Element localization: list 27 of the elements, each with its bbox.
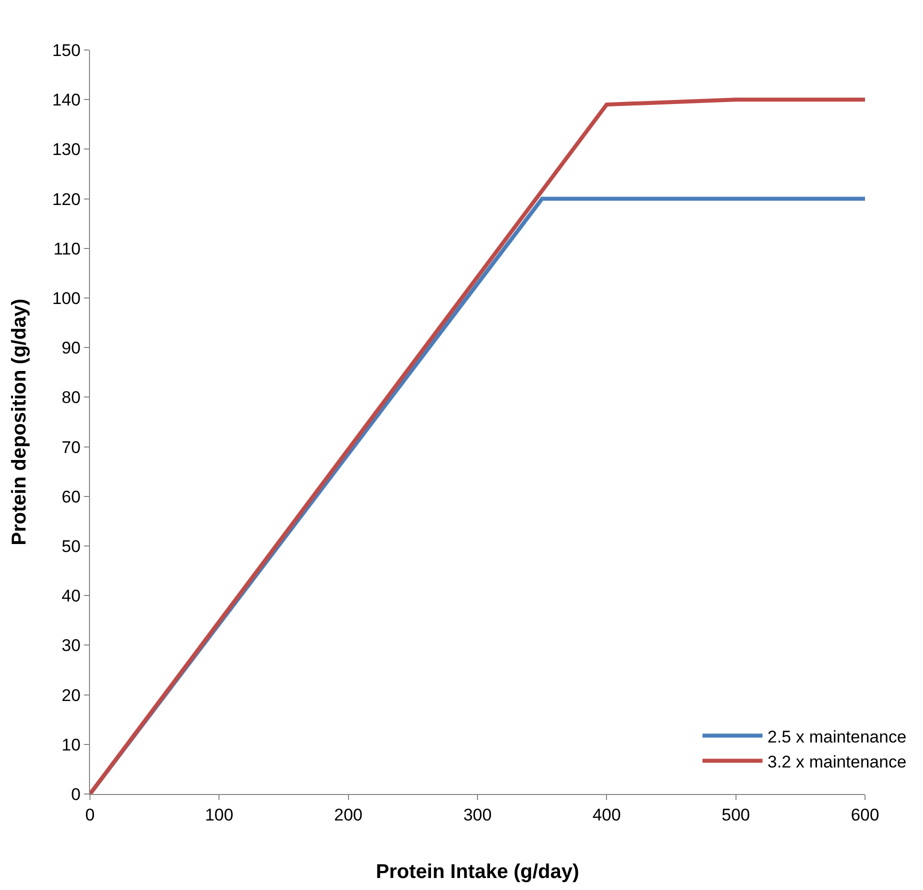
x-tick-label: 300: [463, 805, 492, 824]
y-tick-label: 140: [52, 90, 81, 110]
y-tick-label: 20: [62, 686, 81, 705]
x-tick-label: 0: [85, 805, 95, 824]
y-tick-label: 130: [52, 140, 81, 160]
y-tick-label: 70: [62, 438, 81, 457]
y-tick-label: 30: [62, 636, 81, 656]
x-axis-title: Protein Intake (g/day): [376, 860, 580, 883]
x-tick-label: 500: [722, 805, 750, 824]
x-tick-label: 200: [334, 805, 363, 824]
y-tick-label: 60: [62, 487, 81, 506]
y-tick-label: 150: [52, 40, 81, 60]
y-tick-label: 110: [53, 239, 81, 258]
y-tick-label: 120: [52, 190, 81, 209]
y-tick-label: 10: [62, 735, 81, 754]
y-tick-label: 100: [52, 288, 81, 308]
y-tick-label: 40: [62, 586, 81, 606]
y-tick-label: 90: [62, 338, 81, 358]
y-tick-label: 0: [71, 784, 81, 804]
y-tick-label: 80: [62, 388, 81, 408]
legend-label: 3.2 x maintenance: [768, 752, 906, 772]
y-axis-title: Protein deposition (g/day): [8, 298, 31, 546]
legend-label: 2.5 x maintenance: [768, 727, 906, 746]
x-tick-label: 600: [850, 805, 880, 824]
x-tick-label: 100: [204, 805, 234, 824]
y-tick-label: 50: [62, 536, 81, 556]
x-tick-label: 400: [592, 805, 621, 824]
